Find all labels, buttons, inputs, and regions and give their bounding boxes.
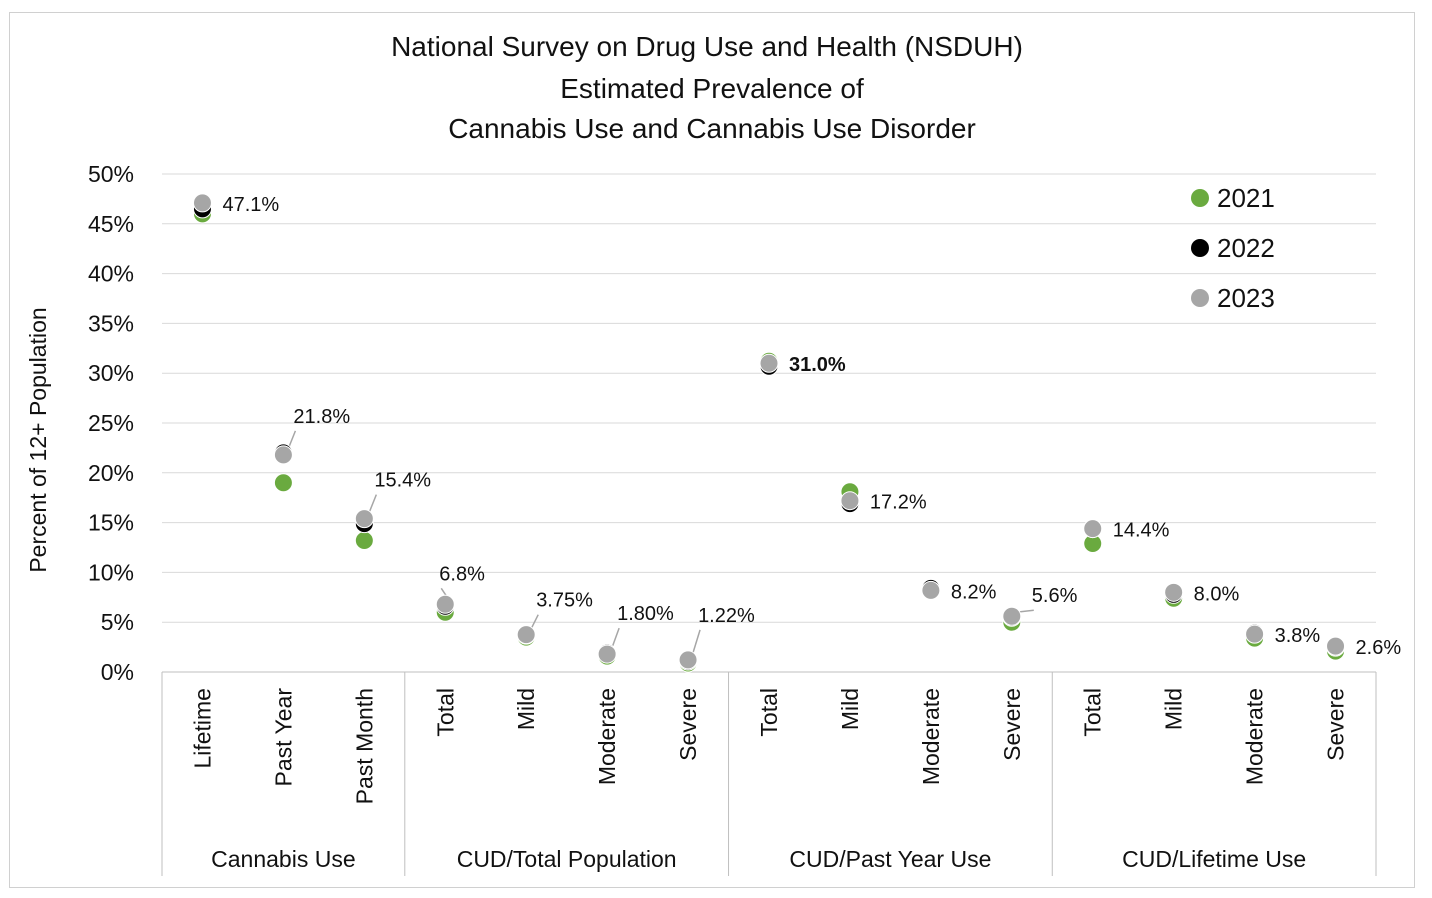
data-point-2023 xyxy=(273,445,293,465)
x-category-label: Total xyxy=(432,688,458,737)
x-category-label: Total xyxy=(756,688,782,737)
data-label: 14.4% xyxy=(1113,520,1170,542)
data-point-2023 xyxy=(678,650,698,670)
data-point-2023 xyxy=(1083,519,1103,539)
data-label: 31.0% xyxy=(789,354,846,376)
data-label: 8.2% xyxy=(951,581,997,603)
x-category-label: Severe xyxy=(999,688,1025,761)
data-point-2023 xyxy=(921,580,941,600)
x-group-label: CUD/Lifetime Use xyxy=(1122,846,1306,872)
x-category-label: Moderate xyxy=(594,688,620,785)
data-label: 2.6% xyxy=(1356,637,1402,659)
x-category-label: Total xyxy=(1080,688,1106,737)
x-group-label: CUD/Total Population xyxy=(457,846,677,872)
data-point-2023 xyxy=(192,193,212,213)
data-point-2023 xyxy=(1002,606,1022,626)
y-tick-label: 0% xyxy=(101,659,134,685)
data-point-2021 xyxy=(354,531,374,551)
x-category-label: Mild xyxy=(513,688,539,730)
y-tick-label: 45% xyxy=(88,211,134,237)
y-tick-label: 50% xyxy=(88,161,134,187)
data-label: 47.1% xyxy=(222,194,279,216)
data-point-2023 xyxy=(354,509,374,529)
legend-label: 2021 xyxy=(1217,183,1275,213)
x-category-label: Lifetime xyxy=(189,688,215,769)
x-group-label: Cannabis Use xyxy=(211,846,355,872)
data-label: 1.80% xyxy=(617,603,674,625)
x-category-label: Moderate xyxy=(1242,688,1268,785)
data-label: 3.8% xyxy=(1275,625,1321,647)
chart-title-line-3: Cannabis Use and Cannabis Use Disorder xyxy=(448,113,976,144)
legend-label: 2022 xyxy=(1217,233,1275,263)
data-label: 3.75% xyxy=(536,590,593,612)
x-category-label: Past Year xyxy=(270,688,296,787)
y-tick-label: 20% xyxy=(88,460,134,486)
x-category-label: Past Month xyxy=(351,688,377,804)
data-point-2023 xyxy=(435,594,455,614)
legend-marker-2022 xyxy=(1191,239,1209,257)
data-point-2023 xyxy=(1245,624,1265,644)
chart-frame xyxy=(9,12,1415,888)
data-label: 1.22% xyxy=(698,605,755,627)
data-point-2021 xyxy=(273,473,293,493)
y-tick-label: 35% xyxy=(88,310,134,336)
x-group-label: CUD/Past Year Use xyxy=(789,846,991,872)
data-label: 5.6% xyxy=(1032,585,1078,607)
chart-title-line-2: Estimated Prevalence of xyxy=(560,73,864,104)
data-point-2023 xyxy=(1326,636,1346,656)
annotation-leader-line xyxy=(691,629,701,657)
data-label: 6.8% xyxy=(439,563,485,585)
data-label: 8.0% xyxy=(1194,583,1240,605)
x-category-label: Mild xyxy=(1161,688,1187,730)
x-category-label: Mild xyxy=(837,688,863,730)
data-point-2023 xyxy=(840,491,860,511)
x-category-label: Moderate xyxy=(918,688,944,785)
legend-label: 2023 xyxy=(1217,283,1275,313)
chart-title-line-1: National Survey on Drug Use and Health (… xyxy=(391,31,1023,62)
data-point-2023 xyxy=(516,625,536,645)
data-label: 17.2% xyxy=(870,492,927,514)
data-point-2023 xyxy=(759,353,779,373)
y-tick-label: 40% xyxy=(88,261,134,287)
y-tick-label: 5% xyxy=(101,609,134,635)
legend-marker-2023 xyxy=(1191,289,1209,307)
data-label: 21.8% xyxy=(293,406,350,428)
y-tick-label: 30% xyxy=(88,360,134,386)
y-tick-label: 25% xyxy=(88,410,134,436)
x-category-label: Severe xyxy=(675,688,701,761)
data-point-2023 xyxy=(597,644,617,664)
y-tick-label: 10% xyxy=(88,559,134,585)
data-point-2023 xyxy=(1164,582,1184,602)
y-tick-label: 15% xyxy=(88,510,134,536)
y-axis-label: Percent of 12+ Population xyxy=(25,307,51,572)
x-category-label: Severe xyxy=(1323,688,1349,761)
data-label: 15.4% xyxy=(374,470,431,492)
legend-marker-2021 xyxy=(1191,189,1209,207)
